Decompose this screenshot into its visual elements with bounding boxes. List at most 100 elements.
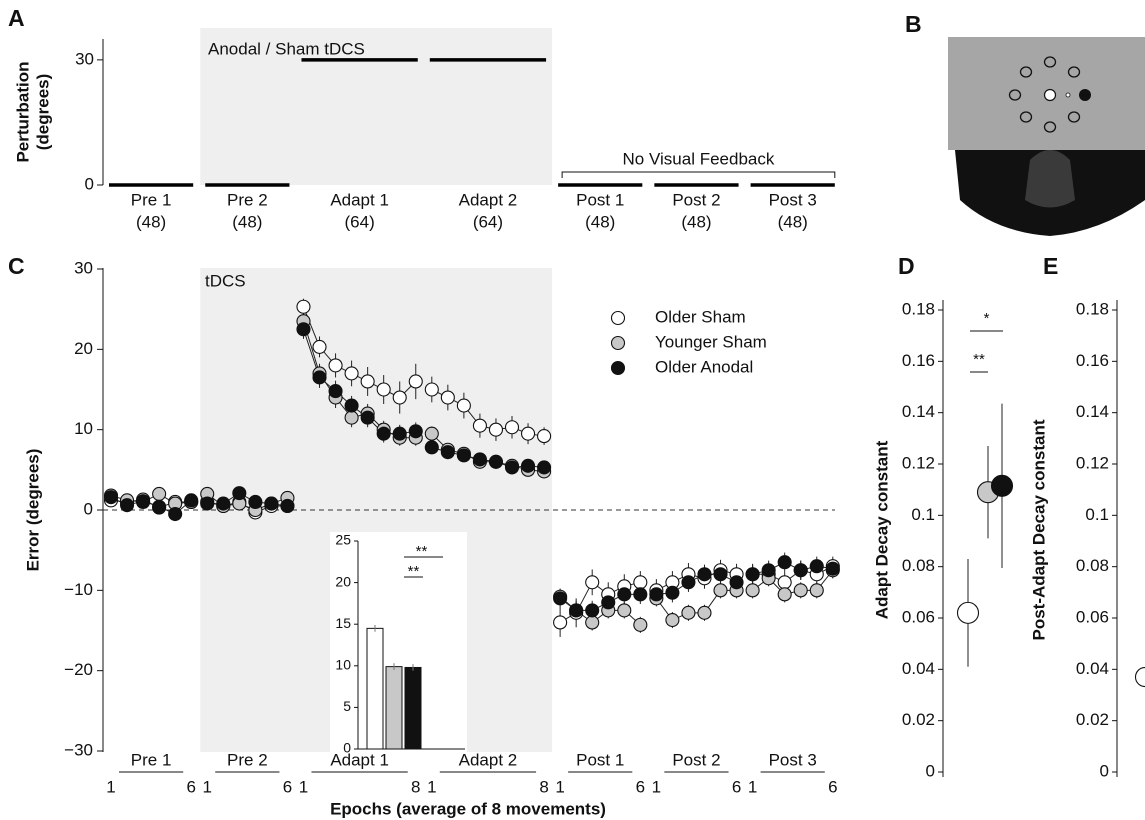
marker: [553, 591, 568, 606]
marker: [633, 575, 648, 590]
y-axis-label: (degrees): [33, 74, 52, 151]
panel-label: C: [8, 253, 25, 279]
marker: [745, 567, 760, 582]
marker: [585, 603, 600, 618]
y-tick-label: 25: [335, 532, 351, 548]
marker: [248, 494, 263, 510]
marker: [633, 617, 648, 632]
count-label: (48): [136, 212, 166, 231]
x-tick-label: 1: [106, 777, 115, 796]
marker: [103, 490, 119, 505]
marker: [809, 583, 824, 598]
y-tick-label: −20: [64, 660, 93, 679]
marker: [360, 374, 375, 389]
y-tick-label: 0.1: [1085, 505, 1109, 524]
significance-label: **: [973, 351, 985, 368]
y-tick-label: 0.16: [902, 351, 935, 370]
panel-label: E: [1043, 253, 1058, 279]
marker: [200, 496, 215, 511]
count-label: (48): [778, 212, 808, 231]
marker: [312, 370, 327, 385]
y-axis-label: Perturbation: [13, 61, 32, 162]
marker: [761, 563, 776, 578]
x-tick-label: 1: [652, 777, 661, 796]
bar: [385, 666, 403, 750]
marker: [713, 583, 728, 598]
y-axis-label: Error (degrees): [23, 449, 42, 572]
y-tick-label: 0.06: [1076, 607, 1109, 626]
bar: [366, 627, 384, 750]
marker: [152, 499, 167, 514]
y-tick-label: 20: [74, 339, 93, 358]
marker: [119, 498, 135, 513]
marker: [585, 575, 600, 590]
y-tick-label: 0.06: [902, 607, 935, 626]
y-tick-label: 0.18: [1076, 299, 1109, 318]
marker: [472, 452, 487, 467]
x-tick-label: 6: [636, 777, 645, 796]
y-tick-label: 30: [75, 49, 94, 68]
marker: [184, 493, 199, 508]
marker: [312, 339, 327, 354]
significance-label: **: [408, 563, 420, 580]
x-tick-label: 1: [299, 777, 308, 796]
marker: [537, 460, 552, 475]
marker: [264, 496, 279, 511]
marker: [344, 410, 359, 425]
marker: [488, 422, 504, 437]
x-group-label: Adapt 2: [459, 750, 518, 769]
annotation: Anodal / Sham tDCS: [208, 39, 365, 58]
x-group-label: Pre 1: [131, 750, 172, 769]
y-tick-label: 0.16: [1076, 351, 1109, 370]
marker: [168, 506, 183, 522]
count-label: (64): [473, 212, 503, 231]
marker: [1134, 666, 1145, 688]
marker: [617, 603, 632, 618]
y-tick-label: −30: [64, 740, 93, 759]
marker: [328, 384, 343, 399]
panel-label: A: [8, 5, 25, 31]
marker: [665, 613, 680, 628]
marker: [777, 575, 792, 590]
marker: [408, 374, 423, 389]
y-tick-label: 0.14: [902, 402, 935, 421]
marker: [344, 366, 359, 381]
y-tick-label: 10: [74, 419, 93, 438]
marker: [440, 390, 455, 405]
y-tick-label: 0.12: [1076, 453, 1109, 472]
count-label: (48): [232, 212, 262, 231]
marker: [956, 601, 980, 624]
y-tick-label: 0: [343, 740, 351, 756]
marker: [408, 424, 423, 439]
series-line: [303, 306, 320, 348]
significance-label: *: [984, 310, 990, 327]
x-tick-label: 6: [186, 777, 195, 796]
marker: [649, 587, 664, 602]
y-tick-label: 0.12: [902, 453, 935, 472]
y-tick-label: 20: [335, 573, 351, 589]
marker: [520, 426, 536, 441]
marker: [569, 603, 584, 618]
x-tick-label: 1: [748, 777, 757, 796]
y-tick-label: −10: [64, 580, 93, 599]
marker: [296, 322, 311, 337]
x-tick-label: 1: [203, 777, 212, 796]
x-tick-label: 1: [427, 777, 436, 796]
x-tick-label: Pre 2: [227, 190, 268, 209]
marker: [713, 567, 728, 582]
x-tick-label: 6: [283, 777, 292, 796]
y-tick-label: 0.14: [1076, 402, 1109, 421]
marker: [504, 460, 520, 475]
marker: [681, 575, 696, 590]
y-tick-label: 5: [343, 698, 351, 714]
y-tick-label: 0.08: [1076, 556, 1109, 575]
x-group-label: Post 3: [769, 750, 817, 769]
marker: [280, 498, 295, 514]
x-tick-label: Adapt 2: [459, 190, 518, 209]
marker: [990, 474, 1014, 497]
x-group-label: Post 2: [672, 750, 720, 769]
marker: [136, 494, 151, 509]
panel-label: B: [905, 11, 922, 37]
tdcs-shading: [200, 28, 553, 185]
